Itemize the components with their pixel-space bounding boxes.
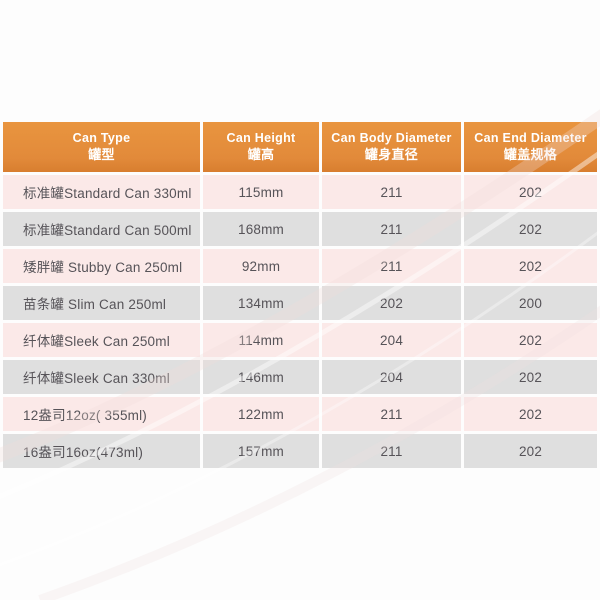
- cell-can-type: 苗条罐 Slim Can 250ml: [3, 286, 200, 320]
- cell-can-type: 标准罐Standard Can 500ml: [3, 212, 200, 246]
- cell-body-diameter: 204: [322, 323, 461, 357]
- col-header-can-height: Can Height 罐高: [203, 122, 319, 172]
- cell-can-type: 矮胖罐 Stubby Can 250ml: [3, 249, 200, 283]
- cell-can-type: 纤体罐Sleek Can 330ml: [3, 360, 200, 394]
- col-header-body-diameter-zh: 罐身直径: [364, 147, 419, 163]
- col-header-end-diameter-zh: 罐盖规格: [503, 147, 558, 163]
- col-header-can-height-en: Can Height: [226, 130, 296, 145]
- cell-can-height: 146mm: [203, 360, 319, 394]
- cell-body-diameter: 204: [322, 360, 461, 394]
- table-row: 纤体罐Sleek Can 330ml 146mm 204 202: [3, 360, 597, 394]
- cell-body-diameter: 211: [322, 249, 461, 283]
- cell-body-diameter: 211: [322, 212, 461, 246]
- cell-can-height: 134mm: [203, 286, 319, 320]
- cell-body-diameter: 211: [322, 397, 461, 431]
- cell-body-diameter: 202: [322, 286, 461, 320]
- col-header-end-diameter-en: Can End Diameter: [474, 130, 587, 145]
- col-header-body-diameter-en: Can Body Diameter: [331, 130, 452, 145]
- col-header-body-diameter: Can Body Diameter 罐身直径: [322, 122, 461, 172]
- cell-can-height: 168mm: [203, 212, 319, 246]
- col-header-can-type: Can Type 罐型: [3, 122, 200, 172]
- cell-can-height: 92mm: [203, 249, 319, 283]
- col-header-can-type-en: Can Type: [72, 130, 131, 145]
- can-spec-table: Can Type 罐型 Can Height 罐高 Can Body Diame…: [0, 119, 600, 471]
- table-row: 苗条罐 Slim Can 250ml 134mm 202 200: [3, 286, 597, 320]
- cell-can-type: 标准罐Standard Can 330ml: [3, 175, 200, 209]
- table-row: 矮胖罐 Stubby Can 250ml 92mm 211 202: [3, 249, 597, 283]
- cell-can-type: 纤体罐Sleek Can 250ml: [3, 323, 200, 357]
- table-row: 标准罐Standard Can 500ml 168mm 211 202: [3, 212, 597, 246]
- cell-body-diameter: 211: [322, 434, 461, 468]
- table-row: 纤体罐Sleek Can 250ml 114mm 204 202: [3, 323, 597, 357]
- cell-can-height: 114mm: [203, 323, 319, 357]
- cell-body-diameter: 211: [322, 175, 461, 209]
- table-row: 12盎司12oz( 355ml) 122mm 211 202: [3, 397, 597, 431]
- col-header-can-height-zh: 罐高: [247, 147, 275, 163]
- cell-end-diameter: 202: [464, 360, 597, 394]
- cell-end-diameter: 202: [464, 323, 597, 357]
- cell-can-height: 122mm: [203, 397, 319, 431]
- cell-end-diameter: 200: [464, 286, 597, 320]
- cell-can-type: 16盎司16oz(473ml): [3, 434, 200, 468]
- table-row: 16盎司16oz(473ml) 157mm 211 202: [3, 434, 597, 468]
- cell-end-diameter: 202: [464, 175, 597, 209]
- col-header-end-diameter: Can End Diameter 罐盖规格: [464, 122, 597, 172]
- cell-can-height: 157mm: [203, 434, 319, 468]
- cell-can-height: 115mm: [203, 175, 319, 209]
- cell-end-diameter: 202: [464, 397, 597, 431]
- table-row: 标准罐Standard Can 330ml 115mm 211 202: [3, 175, 597, 209]
- cell-end-diameter: 202: [464, 249, 597, 283]
- header-row: Can Type 罐型 Can Height 罐高 Can Body Diame…: [3, 122, 597, 172]
- cell-end-diameter: 202: [464, 212, 597, 246]
- col-header-can-type-zh: 罐型: [88, 147, 115, 163]
- cell-can-type: 12盎司12oz( 355ml): [3, 397, 200, 431]
- cell-end-diameter: 202: [464, 434, 597, 468]
